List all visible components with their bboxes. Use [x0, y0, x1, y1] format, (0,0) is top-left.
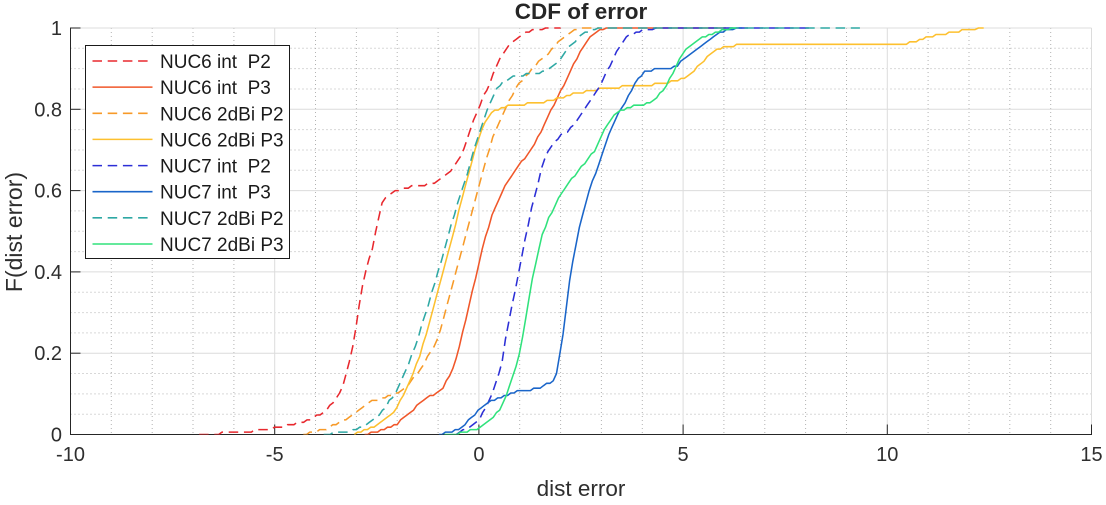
svg-text:NUC6 int P3: NUC6 int P3	[160, 78, 271, 99]
svg-text:0: 0	[473, 444, 484, 466]
svg-text:0.2: 0.2	[34, 343, 62, 365]
svg-text:NUC7 int P3: NUC7 int P3	[160, 183, 271, 204]
svg-text:NUC6 2dBi P2: NUC6 2dBi P2	[160, 104, 284, 125]
svg-text:0.6: 0.6	[34, 181, 62, 203]
svg-text:0: 0	[51, 425, 62, 447]
svg-text:NUC7 2dBi P3: NUC7 2dBi P3	[160, 235, 284, 256]
svg-text:-5: -5	[266, 444, 284, 466]
svg-text:NUC7 2dBi P2: NUC7 2dBi P2	[160, 209, 284, 230]
svg-text:NUC6 int P2: NUC6 int P2	[160, 52, 271, 73]
svg-text:NUC6 2dBi P3: NUC6 2dBi P3	[160, 130, 284, 151]
svg-text:10: 10	[876, 444, 898, 466]
svg-text:5: 5	[678, 444, 689, 466]
svg-text:-10: -10	[56, 444, 85, 466]
svg-text:CDF of error: CDF of error	[515, 0, 648, 24]
svg-text:1: 1	[51, 18, 62, 40]
svg-text:0.8: 0.8	[34, 99, 62, 121]
svg-text:F(dist error): F(dist error)	[1, 172, 27, 292]
svg-text:dist error: dist error	[537, 476, 626, 500]
svg-text:NUC7 int P2: NUC7 int P2	[160, 157, 271, 178]
svg-text:0.4: 0.4	[34, 262, 62, 284]
svg-text:15: 15	[1080, 444, 1102, 466]
